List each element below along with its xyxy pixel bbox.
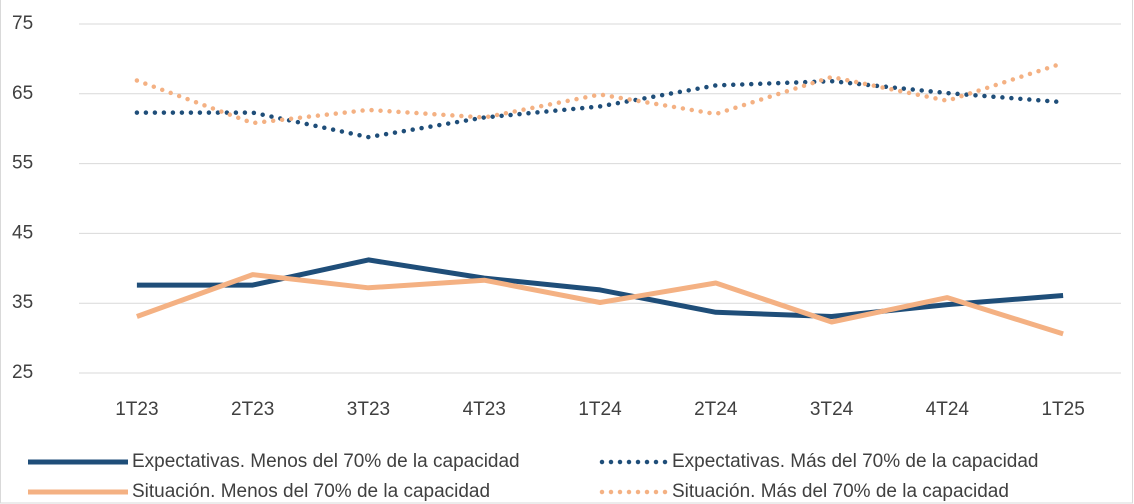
x-tick-label: 1T25 [1041,399,1084,420]
y-tick-label: 25 [12,362,33,383]
legend-label: Expectativas. Más del 70% de la capacida… [672,451,1039,472]
x-tick-label: 4T23 [463,399,506,420]
y-tick-label: 75 [12,13,33,34]
x-tick-label: 2T24 [694,399,738,420]
y-tick-label: 35 [12,292,33,313]
x-tick-label: 1T24 [578,399,622,420]
series-line [134,78,1066,140]
legend-label: Situación. Más del 70% de la capacidad [672,481,1009,502]
y-tick-label: 65 [12,83,33,104]
x-tick-label: 3T24 [810,399,854,420]
x-tick-label: 4T24 [926,399,970,420]
series-line [136,257,1064,319]
x-tick-label: 1T23 [115,399,158,420]
legend-label: Situación. Menos del 70% de la capacidad [132,481,490,502]
y-tick-label: 55 [12,153,33,174]
series-line [134,60,1066,126]
legend-label: Expectativas. Menos del 70% de la capaci… [132,451,520,472]
x-tick-label: 2T23 [231,399,274,420]
x-tick-label: 3T23 [347,399,390,420]
series-line [136,272,1064,337]
y-tick-label: 45 [12,222,33,243]
